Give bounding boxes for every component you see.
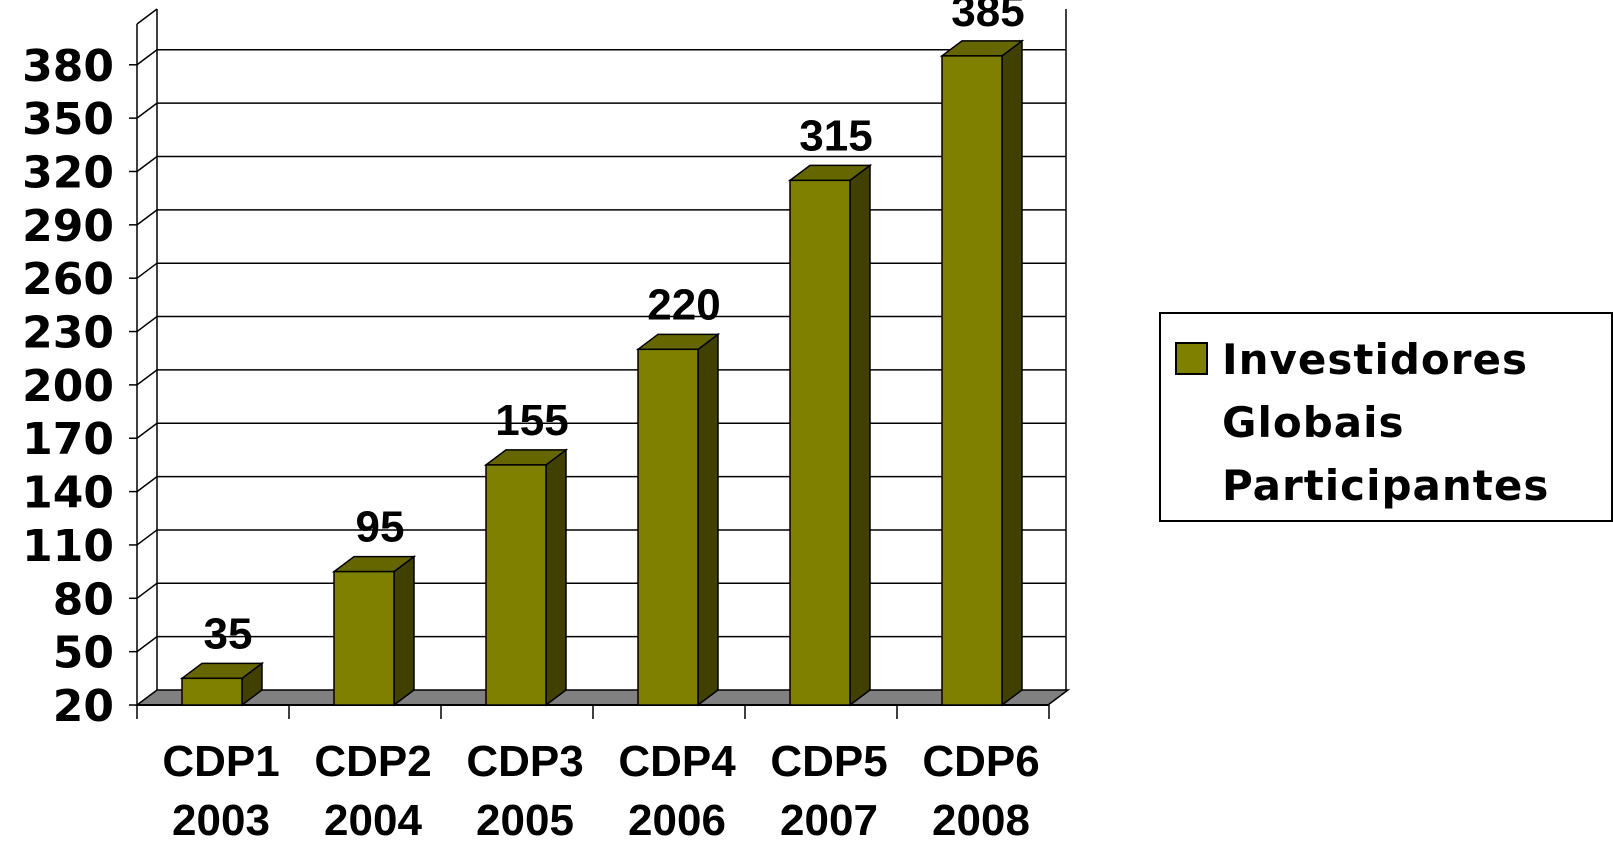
gridline (136, 155, 1066, 173)
bar-side (393, 555, 415, 707)
bar-side (545, 448, 567, 707)
y-tick-label: 80 (53, 574, 114, 625)
legend-label-line-3: Participantes (1222, 461, 1549, 510)
y-tick-label: 170 (22, 414, 114, 465)
x-tick-label: 2006 (628, 796, 726, 841)
legend: Investidores Globais Participantes (1159, 312, 1613, 522)
gridline (136, 262, 1066, 279)
bar (483, 448, 569, 707)
data-label: 155 (495, 396, 568, 445)
bar (939, 39, 1025, 707)
x-tick-label: CDP1 (162, 737, 279, 786)
axes (129, 8, 1067, 719)
bar (635, 332, 721, 707)
gridline (136, 582, 1066, 599)
data-label: 95 (356, 503, 405, 552)
y-tick-label: 290 (22, 201, 114, 252)
chart-floor (134, 689, 1071, 706)
y-tick-label: 260 (22, 254, 114, 305)
x-tick-label: CDP2 (314, 737, 431, 786)
gridline (136, 475, 1066, 493)
legend-swatch (1175, 342, 1208, 375)
floor-plane (134, 689, 1071, 706)
data-label: 220 (647, 280, 720, 329)
bars (179, 39, 1025, 707)
y-tick-label: 380 (22, 41, 114, 92)
data-label: 385 (951, 0, 1024, 36)
gridline (136, 369, 1066, 386)
y-tick-label: 140 (22, 468, 114, 519)
data-label: 35 (204, 609, 253, 658)
gridline (136, 49, 1066, 66)
x-tick-label: CDP4 (618, 737, 736, 786)
gridline (136, 315, 1066, 333)
x-tick-label: 2007 (780, 796, 878, 841)
legend-label-line-1: Investidores (1222, 335, 1528, 384)
gridline (136, 422, 1066, 439)
bar-side (1001, 39, 1023, 707)
data-label: 315 (799, 111, 872, 160)
y-tick-label: 50 (53, 628, 114, 679)
gridline (136, 209, 1066, 226)
gridline (136, 635, 1066, 653)
legend-box (1159, 312, 1613, 522)
bar-front (485, 464, 547, 706)
y-tick-label: 200 (22, 361, 114, 412)
bar-front (333, 570, 395, 706)
x-axis-tick-labels: CDP1 2003 CDP2 2004 CDP3 2005 CDP4 2006 CDP5 2007… (162, 737, 1039, 841)
bar (787, 163, 873, 707)
y-tick-label: 20 (53, 681, 114, 732)
bar-front (637, 348, 699, 706)
bar (179, 661, 265, 707)
y-tick-label: 230 (22, 308, 114, 359)
gridline (136, 529, 1066, 546)
legend-label-line-2: Globais (1222, 398, 1405, 447)
bar-front (941, 55, 1003, 706)
y-tick-label: 350 (22, 94, 114, 145)
x-tick-label: CDP6 (922, 737, 1039, 786)
gridlines (136, 49, 1066, 653)
x-tick-label: CDP5 (770, 737, 887, 786)
data-labels: 35 95 155 220 315 385 (204, 0, 1025, 658)
wall-top-edge (136, 8, 158, 25)
gridline (136, 102, 1066, 119)
y-tick-label: 110 (22, 521, 114, 572)
bar-side (697, 332, 719, 707)
x-tick-label: 2003 (172, 796, 270, 841)
bar-side (849, 163, 871, 707)
x-tick-label: 2004 (324, 796, 422, 841)
y-tick-label: 320 (22, 147, 114, 198)
bar-front (789, 179, 851, 706)
x-tick-label: 2008 (932, 796, 1030, 841)
x-tick-label: 2005 (476, 796, 574, 841)
bar (331, 555, 417, 707)
x-tick-label: CDP3 (466, 737, 583, 786)
bar-front (181, 677, 243, 706)
